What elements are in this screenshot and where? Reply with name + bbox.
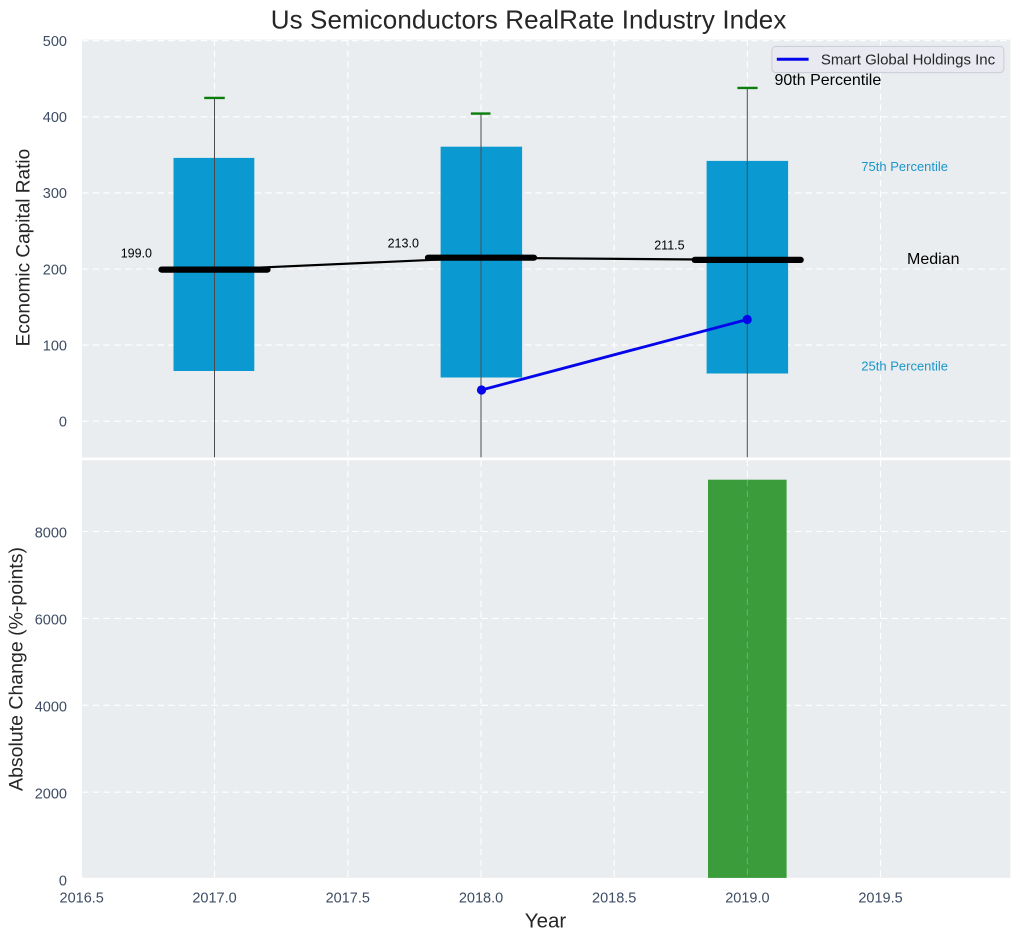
svg-text:200: 200 bbox=[43, 262, 67, 278]
svg-text:6000: 6000 bbox=[35, 613, 67, 629]
svg-text:211.5: 211.5 bbox=[654, 238, 684, 252]
svg-text:2017.5: 2017.5 bbox=[326, 890, 370, 906]
svg-text:400: 400 bbox=[43, 110, 67, 126]
svg-text:2016.5: 2016.5 bbox=[60, 890, 104, 906]
svg-text:500: 500 bbox=[43, 34, 67, 50]
svg-text:Economic Capital Ratio: Economic Capital Ratio bbox=[14, 149, 35, 346]
svg-text:300: 300 bbox=[43, 186, 67, 202]
svg-text:2000: 2000 bbox=[35, 786, 67, 802]
svg-text:Us Semiconductors RealRate Ind: Us Semiconductors RealRate Industry Inde… bbox=[271, 5, 787, 35]
svg-text:0: 0 bbox=[59, 415, 67, 431]
svg-text:2018.5: 2018.5 bbox=[592, 890, 636, 906]
svg-text:100: 100 bbox=[43, 338, 67, 354]
svg-text:2019.5: 2019.5 bbox=[858, 890, 902, 906]
svg-text:2017.0: 2017.0 bbox=[192, 890, 236, 906]
svg-text:8000: 8000 bbox=[35, 526, 67, 542]
svg-text:Year: Year bbox=[525, 910, 567, 933]
svg-text:199.0: 199.0 bbox=[121, 247, 152, 261]
svg-text:0: 0 bbox=[59, 873, 67, 889]
svg-text:2018.0: 2018.0 bbox=[459, 890, 503, 906]
svg-text:Smart Global Holdings Inc: Smart Global Holdings Inc bbox=[821, 52, 996, 69]
svg-text:4000: 4000 bbox=[35, 700, 67, 716]
svg-text:2019.0: 2019.0 bbox=[725, 890, 769, 906]
svg-text:213.0: 213.0 bbox=[388, 237, 419, 251]
svg-text:Median: Median bbox=[907, 251, 959, 268]
svg-text:75th Percentile: 75th Percentile bbox=[861, 159, 948, 174]
svg-text:25th Percentile: 25th Percentile bbox=[861, 359, 948, 374]
svg-text:Absolute Change (%-points): Absolute Change (%-points) bbox=[6, 547, 28, 791]
svg-text:90th Percentile: 90th Percentile bbox=[775, 72, 882, 89]
